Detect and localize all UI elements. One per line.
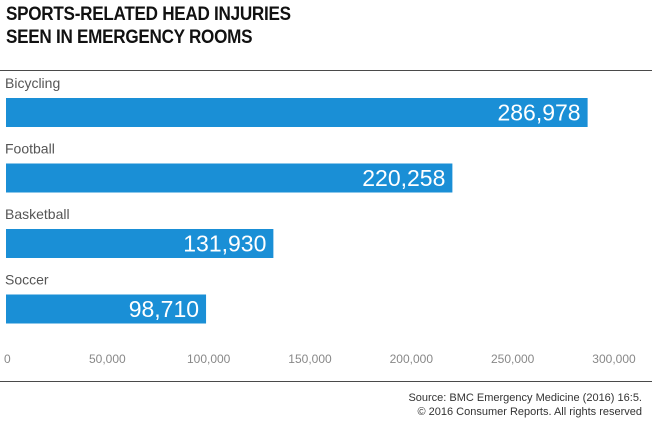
bar-basketball xyxy=(6,229,274,258)
top-divider xyxy=(0,70,652,71)
category-label-basketball: Basketball xyxy=(5,206,70,222)
x-tick-label: 200,000 xyxy=(390,352,434,366)
chart-title: SPORTS-RELATED HEAD INJURIES SEEN IN EME… xyxy=(6,3,291,49)
bar-football xyxy=(6,163,453,193)
value-label-soccer: 98,710 xyxy=(129,296,199,322)
x-tick-label: 150,000 xyxy=(288,352,332,366)
category-label-soccer: Soccer xyxy=(5,272,49,288)
chart-title-line-1: SPORTS-RELATED HEAD INJURIES xyxy=(6,4,291,25)
bar-soccer xyxy=(6,294,207,324)
copyright-line: © 2016 Consumer Reports. All rights rese… xyxy=(417,406,642,418)
x-tick-label: 100,000 xyxy=(187,352,231,366)
source-line: Source: BMC Emergency Medicine (2016) 16… xyxy=(408,392,642,404)
bar-chart: Bicycling 286,978 Football 220,258 Basketbal… xyxy=(4,75,636,366)
x-tick-label: 300,000 xyxy=(592,352,636,366)
source-note: Source: BMC Emergency Medicine (2016) 16… xyxy=(408,391,642,419)
category-label-bicycling: Bicycling xyxy=(5,75,60,91)
category-label-football: Football xyxy=(5,141,55,157)
bottom-divider xyxy=(0,381,652,382)
bar-bicycling xyxy=(6,98,588,127)
value-label-basketball: 131,930 xyxy=(183,231,266,257)
chart-title-line-2: SEEN IN EMERGENCY ROOMS xyxy=(6,27,253,48)
x-tick-label: 0 xyxy=(4,352,11,366)
value-label-bicycling: 286,978 xyxy=(497,100,580,126)
value-label-football: 220,258 xyxy=(362,165,445,191)
x-tick-label: 250,000 xyxy=(491,352,535,366)
x-tick-label: 50,000 xyxy=(89,352,126,366)
